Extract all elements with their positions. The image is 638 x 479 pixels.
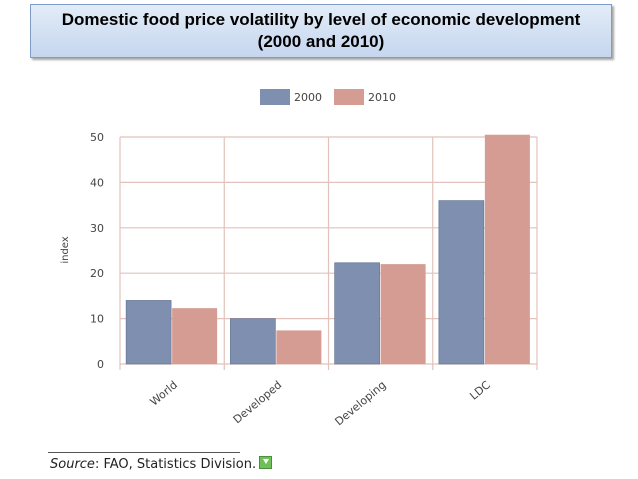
bar-2010-ldc — [484, 134, 530, 364]
legend-label-2010: 2010 — [368, 91, 396, 104]
source-note: Source: FAO, Statistics Division. — [50, 456, 273, 472]
y-tick-label: 40 — [90, 176, 104, 189]
y-tick-label: 10 — [90, 313, 104, 326]
source-divider — [48, 452, 240, 453]
source-text: : FAO, Statistics Division. — [94, 457, 257, 472]
x-tick-label: Developed — [231, 378, 285, 426]
y-tick-label: 0 — [97, 358, 104, 371]
bar-2000-developed — [230, 318, 276, 365]
bar-2010-developed — [276, 330, 322, 364]
y-axis-label: index — [60, 236, 71, 263]
y-tick-label: 50 — [90, 131, 104, 144]
y-tick-label: 30 — [90, 222, 104, 235]
title-line-1: Domestic food price volatility by level … — [61, 10, 581, 29]
bar-2010-world — [172, 308, 218, 364]
y-tick-label: 20 — [90, 267, 104, 280]
legend-label-2000: 2000 — [294, 91, 322, 104]
chart-title: Domestic food price volatility by level … — [30, 4, 612, 58]
title-line-2: (2000 and 2010) — [257, 32, 385, 51]
bar-2000-developing — [334, 262, 380, 365]
legend-swatch-2000 — [260, 89, 290, 105]
legend-swatch-2010 — [334, 89, 364, 105]
x-tick-label: Developing — [332, 378, 388, 428]
bar-2000-ldc — [438, 200, 485, 365]
x-tick-label: LDC — [467, 378, 493, 402]
x-tick-label: World — [148, 378, 181, 408]
source-label: Source — [50, 457, 95, 472]
bar-2000-world — [125, 300, 172, 365]
bar-2010-developing — [380, 264, 426, 364]
download-icon[interactable] — [259, 456, 273, 469]
